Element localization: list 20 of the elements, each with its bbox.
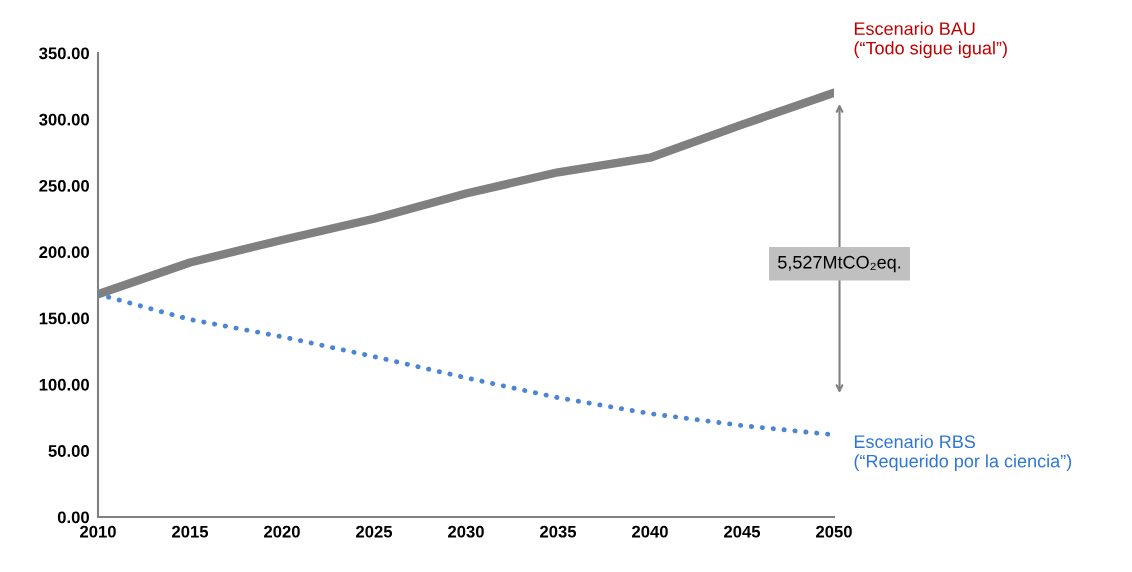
x-tick-label: 2035 bbox=[540, 525, 577, 538]
x-tick-label: 2010 bbox=[80, 525, 116, 538]
y-tick-label: 200.00 bbox=[39, 246, 89, 259]
y-tick-label: 0.00 bbox=[57, 511, 89, 524]
x-tick-label: 2040 bbox=[632, 525, 668, 538]
y-tick-label: 300.00 bbox=[39, 113, 89, 126]
x-tick-label: 2045 bbox=[724, 525, 761, 538]
series-label: Escenario RBS (“Requerido por la ciencia”) bbox=[854, 434, 1072, 472]
text: Escenario BAU (“Todo sigue igual”) bbox=[854, 21, 1007, 59]
y-tick-label: 100.00 bbox=[39, 378, 89, 391]
y-tick-label: 50.00 bbox=[48, 445, 89, 457]
x-tick-label: 2015 bbox=[172, 525, 209, 538]
annotation: 5,527MtCO₂eq. bbox=[778, 255, 901, 273]
x-tick-label: 2025 bbox=[356, 525, 393, 538]
x-tick-label: 2020 bbox=[264, 525, 300, 538]
y-tick-label: 150.00 bbox=[39, 312, 89, 325]
x-tick-label: 2030 bbox=[448, 525, 484, 538]
x-tick-label: 2050 bbox=[816, 525, 852, 538]
y-tick-label: 250.00 bbox=[39, 179, 89, 192]
y-tick-label: 350.00 bbox=[39, 47, 89, 60]
